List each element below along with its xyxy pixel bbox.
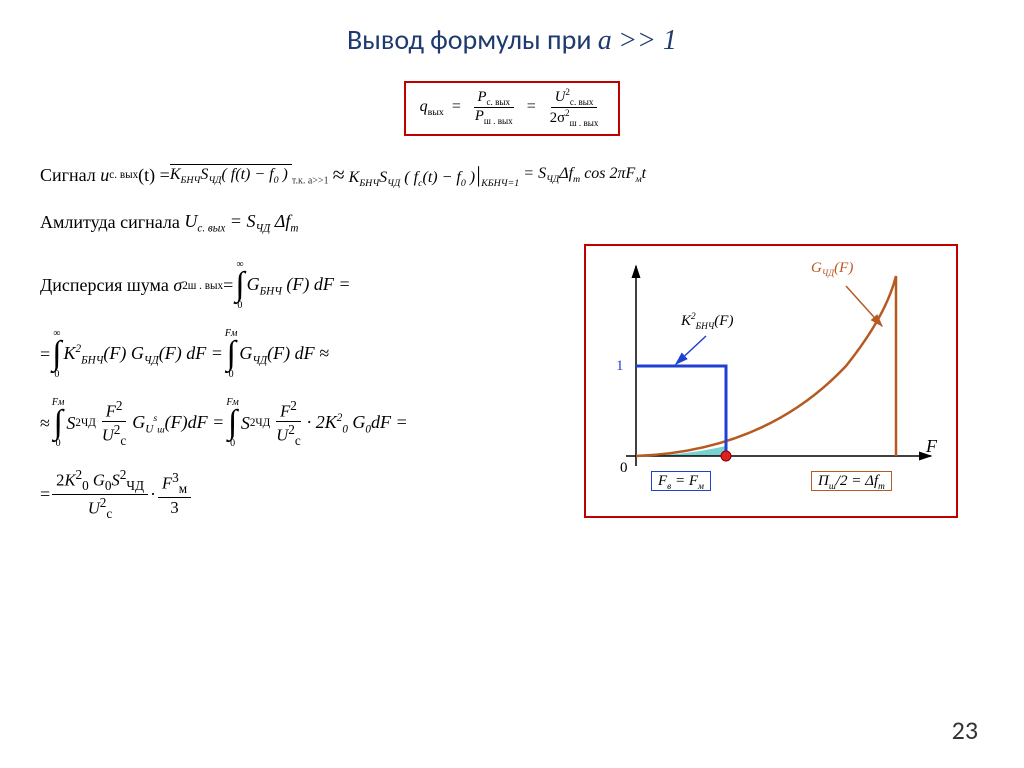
amp-expr: Uс. вых = SЧД Δfm <box>184 211 298 235</box>
frac-final-1: 2K20 G0S2ЧД U2с <box>52 467 148 522</box>
dispersion-line-2: = ∞ ∫ 0 K2БНЧ(F) GЧД(F) dF = Fм ∫ 0 GЧД(… <box>40 329 580 380</box>
p-num: P <box>478 89 487 105</box>
arrow-kbnch <box>676 336 706 364</box>
dispersion-line-4: = 2K20 G0S2ЧД U2с · F3м 3 <box>40 467 580 522</box>
title-rel: >> 1 <box>618 25 677 56</box>
int2a-body: K2БНЧ(F) GЧД(F) dF = <box>63 343 222 367</box>
page-number: 23 <box>952 714 978 746</box>
t-arg: (t) = <box>138 165 170 186</box>
content-area: Сигнал uс. вых (t) = KБНЧSЧД( f(t) − f0 … <box>0 162 1024 522</box>
u-num-sub: с. вых <box>570 97 594 107</box>
graph-svg <box>586 246 956 516</box>
page-title: Вывод формулы при a >> 1 <box>0 0 1024 57</box>
blue-box-text: Fв = Fм <box>651 471 711 491</box>
q-sub: вых <box>428 107 444 118</box>
int-1: ∞ ∫ 0 <box>235 260 244 311</box>
arrow-gchd <box>846 286 882 326</box>
approx-note: т.к. a>>1 <box>292 176 329 187</box>
sigma-sub: ш . вых <box>188 280 223 292</box>
sig-den-sub: ш . вых <box>570 118 599 128</box>
int2b-body: GЧД(F) dF ≈ <box>239 343 329 367</box>
int-2a: ∞ ∫ 0 <box>52 329 61 380</box>
signal-label: Сигнал <box>40 165 96 186</box>
u-num-sup: 2 <box>565 87 570 97</box>
int1-body: GБНЧ (F) dF = <box>247 274 351 298</box>
frac-f2u2-1: F2 U2с <box>98 398 130 449</box>
sig-den-sup: 2 <box>565 108 570 118</box>
left-column: Дисперсия шума σ2ш . вых = ∞ ∫ 0 GБНЧ (F… <box>40 234 580 521</box>
title-text: Вывод формулы при <box>347 22 598 57</box>
dispersion-line-3: ≈ Fм ∫ 0 S2ЧД F2 U2с GUsш(F)dF = Fм ∫ 0 … <box>40 398 580 449</box>
sigma: σ <box>173 275 182 296</box>
eq2-pre: = <box>40 344 50 365</box>
eq4-pre: = <box>40 484 50 505</box>
s2-1: S <box>66 413 75 434</box>
label-gchd: GЧД(F) <box>811 260 853 279</box>
dispersion-head: Дисперсия шума σ2ш . вых = ∞ ∫ 0 GБНЧ (F… <box>40 260 580 311</box>
u-sub: с. вых <box>109 169 138 181</box>
p-num-sub: с. вых <box>487 97 511 107</box>
u-num: U <box>555 89 566 105</box>
eq3-pre: ≈ <box>40 413 50 434</box>
int-2b: Fм ∫ 0 <box>225 329 238 380</box>
curve-kbnch <box>636 366 726 456</box>
p-den-sub: ш . вых <box>484 116 513 126</box>
sig-den: 2σ <box>550 110 565 126</box>
signal-line: Сигнал uс. вых (t) = KБНЧSЧД( f(t) − f0 … <box>40 162 984 189</box>
int-3a: Fм ∫ 0 <box>52 398 65 449</box>
int-3b: Fм ∫ 0 <box>226 398 239 449</box>
brown-footnote-box: Пш/2 = Δfm <box>811 472 892 492</box>
q-out-definition: qвых = Pс. вых Pш . вых = U2с. вых 2σ2ш … <box>404 81 621 136</box>
cond-sub: KБНЧ=1 <box>481 178 519 189</box>
label-kbnch: K2БНЧ(F) <box>681 312 733 332</box>
disp-label: Дисперсия шума <box>40 275 169 296</box>
right-column: GЧД(F) K2БНЧ(F) 1 0 F Fв = Fм Пш/2 = Δfm <box>584 244 984 518</box>
q-sym: q <box>420 98 428 115</box>
dot: · <box>150 484 156 505</box>
signal-rhs: KБНЧSЧД ( fс(t) − f0 )|KБНЧ=1 <box>349 162 520 189</box>
signal-final: = SЧДΔfm cos 2πFмt <box>519 165 646 185</box>
u-sym: u <box>100 165 109 186</box>
amp-label: Амлитуда сигнала <box>40 212 180 233</box>
gus: GUsш(F)dF = <box>132 412 224 436</box>
spectral-graph: GЧД(F) K2БНЧ(F) 1 0 F Fв = Fм Пш/2 = Δfm <box>584 244 958 518</box>
eq: = <box>223 275 233 296</box>
amplitude-line: Амлитуда сигнала Uс. вых = SЧД Δfm <box>40 211 984 235</box>
title-var-a: a <box>598 25 612 56</box>
frac-u: U2с. вых 2σ2ш . вых <box>546 87 603 128</box>
frac-f2u2-2: F2 U2с <box>272 398 304 449</box>
frac-final-2: F3м 3 <box>158 470 191 518</box>
p-den: P <box>475 108 484 124</box>
marker-fm <box>721 451 731 461</box>
x-axis-label: F <box>926 436 937 457</box>
signal-bar: KБНЧSЧД( f(t) − f0 ) <box>170 164 292 183</box>
frac-p: Pс. вых Pш . вых <box>471 89 517 126</box>
tail3: · 2K20 G0dF = <box>307 412 408 436</box>
boxed-formula-row: qвых = Pс. вых Pш . вых = U2с. вых 2σ2ш … <box>0 57 1024 136</box>
s2-2: S <box>241 413 250 434</box>
y-tick-1: 1 <box>616 358 624 375</box>
brown-box-text: Пш/2 = Δfm <box>811 471 892 491</box>
blue-footnote-box: Fв = Fм <box>651 472 711 492</box>
approx-sym: ≈ <box>333 162 345 188</box>
origin-0: 0 <box>620 460 628 477</box>
